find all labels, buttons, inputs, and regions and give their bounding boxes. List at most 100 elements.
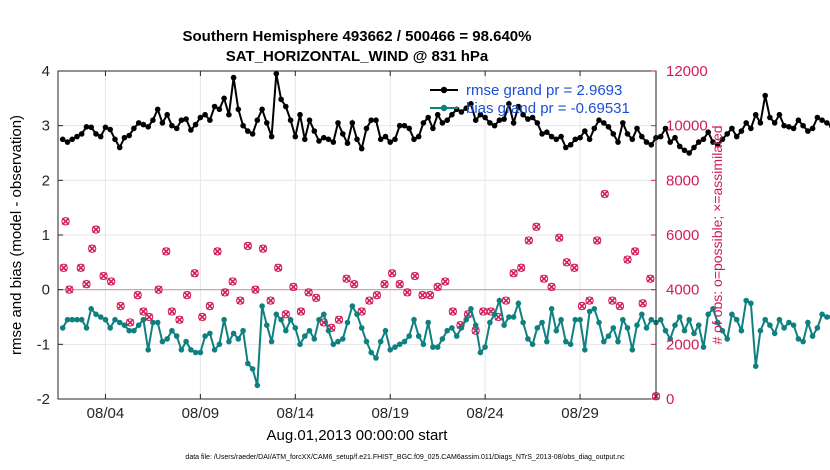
obs-possible-marker (251, 285, 260, 294)
bias-point (624, 325, 631, 331)
rmse-point (662, 125, 669, 132)
obs-possible-marker (88, 244, 97, 253)
rmse-point (211, 103, 218, 110)
rmse-point (771, 120, 778, 126)
rmse-point (686, 150, 692, 156)
obs-assimilated-marker (77, 264, 85, 272)
obs-possible-marker (403, 288, 412, 297)
y-tick-label: -1 (37, 336, 50, 353)
bias-point (605, 333, 612, 339)
bias-point (814, 325, 821, 331)
obs-assimilated-marker (145, 313, 153, 321)
x-tick-label: 08/04 (87, 405, 125, 422)
rmse-point (264, 120, 270, 126)
bias-point (762, 316, 768, 323)
bias-point (121, 322, 128, 329)
rmse-point (805, 128, 811, 134)
obs-possible-marker (190, 269, 199, 278)
obs-possible-marker (59, 263, 68, 272)
rmse-point (283, 103, 289, 110)
rmse-point (468, 101, 474, 107)
obs-possible-marker (76, 263, 85, 272)
rmse-point (691, 144, 697, 151)
bias-point (154, 319, 161, 326)
obs-assimilated-marker (623, 255, 632, 264)
bias-point (501, 322, 507, 329)
obs-possible-marker (342, 274, 351, 283)
obs-assimilated-marker (221, 288, 229, 297)
bias-point (116, 319, 123, 326)
rmse-point (406, 125, 413, 132)
rmse-point (781, 122, 787, 129)
rmse-point (515, 103, 522, 110)
bias-point (102, 316, 109, 323)
rmse-point (767, 114, 773, 121)
rmse-point (311, 128, 318, 134)
obs-possible-marker (133, 290, 142, 300)
bias-point (88, 306, 94, 312)
obs-possible-marker (82, 280, 91, 289)
bias-point (824, 314, 830, 320)
legend-bias-marker (440, 104, 448, 112)
bias-point (639, 311, 645, 318)
x-tick-label: 08/24 (466, 405, 504, 422)
bias-point (287, 316, 294, 323)
obs-possible-marker (167, 307, 177, 316)
obs-assimilated-marker (365, 296, 374, 305)
bias-point (78, 316, 85, 323)
bias-point (240, 327, 246, 334)
rmse-point (140, 121, 147, 128)
obs-assimilated-marker (616, 302, 624, 310)
rmse-point (377, 136, 384, 143)
bias-point (676, 314, 683, 320)
rmse-point (358, 145, 365, 152)
obs-assimilated-marker (646, 274, 655, 283)
obs-possible-marker (630, 247, 640, 256)
rmse-point (639, 133, 645, 140)
rmse-point (553, 136, 560, 143)
rmse-point (582, 128, 588, 134)
rmse-point (762, 92, 768, 99)
bias-point (69, 316, 75, 323)
bias-point (553, 327, 560, 334)
bias-point (767, 322, 773, 329)
rmse-point (335, 120, 341, 126)
bias-point (420, 341, 427, 348)
bias-point (135, 322, 142, 329)
bias-point (468, 306, 474, 312)
bias-point (344, 319, 351, 326)
obs-possible-marker (577, 301, 587, 311)
bias-point (705, 311, 711, 318)
obs-possible-marker (182, 290, 192, 300)
bias-point (544, 338, 550, 345)
rmse-point (135, 120, 142, 126)
rmse-point (657, 133, 664, 140)
bias-point (724, 336, 730, 342)
bias-point (444, 327, 451, 334)
rmse-point (814, 114, 821, 121)
obs-assimilated-marker (532, 223, 541, 231)
bias-point (396, 341, 403, 348)
rmse-point (178, 117, 185, 123)
bias-point (667, 336, 673, 342)
bias-point (325, 327, 332, 334)
bias-point (335, 338, 341, 345)
obs-possible-marker (125, 318, 135, 327)
rmse-point (610, 131, 617, 137)
bias-point (539, 319, 545, 326)
y-tick-label: -2 (37, 391, 50, 408)
y-right-tick-label: 4000 (666, 282, 699, 299)
rmse-point (321, 134, 327, 141)
obs-assimilated-marker (228, 277, 237, 286)
rmse-point (373, 117, 379, 123)
rmse-point (316, 138, 322, 144)
obs-assimilated-marker (479, 307, 488, 316)
bias-point (572, 316, 579, 323)
rmse-point (268, 133, 275, 140)
rmse-point (819, 117, 825, 123)
rmse-point (776, 111, 783, 118)
rmse-point (710, 139, 716, 145)
bias-point (757, 327, 764, 334)
rmse-point (197, 114, 204, 121)
